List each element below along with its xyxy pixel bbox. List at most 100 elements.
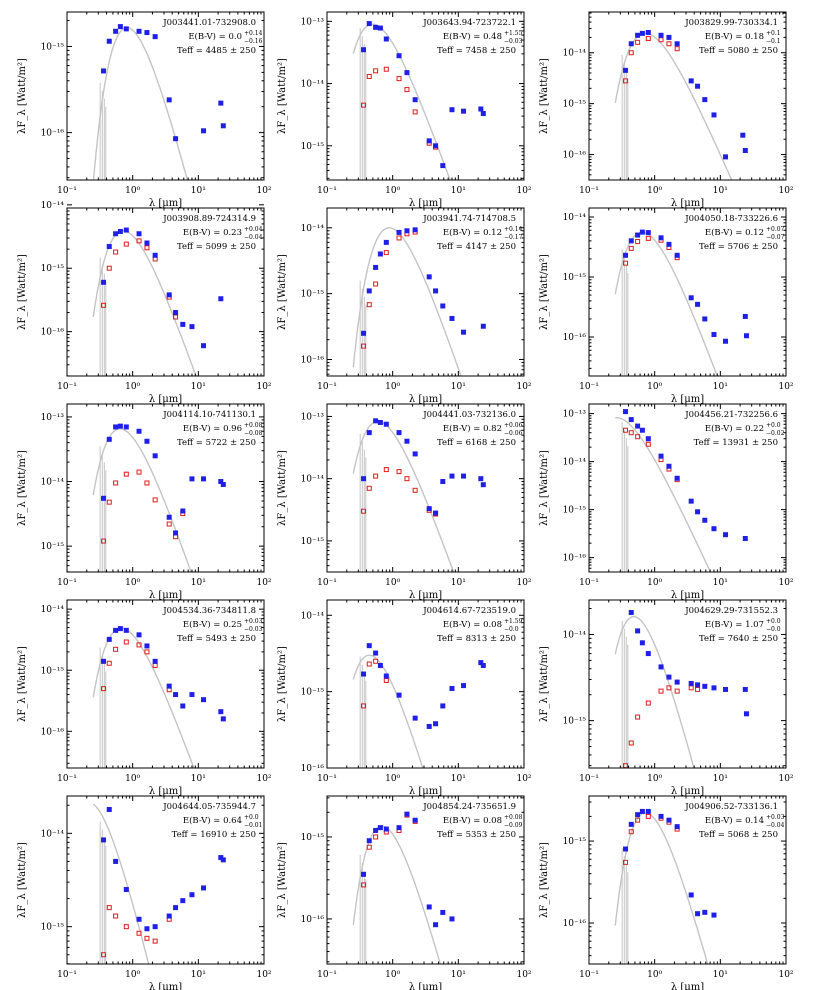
observed-point [373, 418, 379, 424]
observed-point [404, 811, 410, 817]
dereddened-point [361, 508, 367, 514]
observed-point [366, 430, 372, 436]
x-tick-label: 10² [778, 774, 793, 784]
observed-point [674, 679, 680, 685]
observed-point [702, 909, 708, 915]
observed-point [645, 29, 651, 35]
y-tick-label: 10⁻¹⁶ [301, 915, 325, 925]
x-tick-label: 10⁰ [125, 970, 140, 980]
observed-point [396, 825, 402, 831]
observed-point [723, 338, 729, 344]
observed-point [461, 473, 467, 479]
y-tick-label: 10⁻¹⁵ [563, 837, 587, 847]
observed-point [702, 97, 708, 103]
dereddened-point [136, 642, 142, 648]
observed-point [480, 482, 486, 488]
x-tick-label: 10⁻¹ [317, 578, 337, 588]
extinction-upper-error: +0.14 [244, 30, 263, 37]
observed-point [666, 463, 672, 469]
observed-point [623, 67, 629, 73]
extinction-label: E(B-V) = 0.12 [443, 227, 502, 238]
x-tick-label: 10² [516, 774, 531, 784]
dereddened-point [404, 87, 410, 93]
observed-point [658, 453, 664, 459]
observed-point [695, 83, 701, 89]
x-tick-label: 10⁰ [647, 578, 662, 588]
observed-point [101, 279, 107, 285]
y-tick-label: 10⁻¹⁵ [563, 273, 587, 283]
x-tick-label: 10¹ [191, 970, 206, 980]
dereddened-point [113, 913, 119, 919]
x-tick-label: 10² [778, 970, 793, 980]
dereddened-point [106, 905, 112, 911]
star-id: J004114.10-741130.1 [162, 410, 256, 420]
model-spectrum [352, 23, 451, 180]
dereddened-point [658, 688, 664, 694]
observed-point [361, 476, 367, 482]
x-tick-label: 10⁻¹ [579, 970, 599, 980]
observed-point [152, 34, 158, 40]
observed-point [383, 239, 389, 245]
x-axis-label: λ [μm] [409, 590, 442, 601]
x-tick-label: 10⁰ [385, 578, 400, 588]
observed-point [377, 251, 383, 257]
x-tick-label: 10⁰ [385, 186, 400, 196]
dereddened-point [152, 938, 158, 944]
observed-point [639, 30, 645, 36]
model-spectrum [92, 428, 192, 572]
observed-point [383, 673, 389, 679]
observed-point [220, 857, 226, 863]
dereddened-point [635, 39, 641, 45]
observed-point [635, 32, 641, 38]
observed-point [152, 658, 158, 664]
star-id: J004629.29-731552.3 [684, 606, 778, 616]
observed-point [695, 911, 701, 917]
observed-point [136, 231, 142, 237]
observed-point [723, 686, 729, 692]
observed-point [201, 476, 207, 482]
x-tick-label: 10⁰ [647, 382, 662, 392]
x-axis-label: λ [μm] [409, 394, 442, 405]
x-tick-label: 10² [778, 578, 793, 588]
extinction-lower-error: −0.09 [504, 822, 523, 829]
observed-point [189, 692, 195, 698]
x-axis-label: λ [μm] [671, 394, 704, 405]
observed-point [180, 898, 186, 904]
extinction-lower-error: −0.04 [244, 234, 263, 241]
sed-panel-5: 10⁻¹ 10⁰ 10¹ 10² 10⁻¹⁶ 10⁻¹⁵ 10⁻¹⁴ λ [μm] λF_λ [… [277, 207, 532, 405]
observed-point [674, 824, 680, 830]
x-tick-label: 10² [778, 382, 793, 392]
y-tick-label: 10⁻¹⁶ [301, 764, 325, 774]
x-tick-label: 10⁰ [385, 382, 400, 392]
observed-point [623, 409, 629, 415]
observed-point [173, 136, 179, 142]
y-tick-label: 10⁻¹⁴ [41, 829, 65, 839]
observed-point [361, 330, 367, 336]
dereddened-point [412, 487, 418, 493]
observed-point [218, 479, 224, 485]
star-id: J004906.52-733136.1 [684, 802, 778, 812]
extinction-label: E(B-V) = 0.22 [705, 423, 764, 434]
dereddened-point [166, 521, 172, 527]
observed-point [711, 526, 717, 532]
observed-point [201, 343, 207, 349]
observed-point [412, 817, 418, 823]
dereddened-point [666, 41, 672, 47]
y-tick-label: 10⁻¹⁶ [41, 328, 65, 338]
extinction-label: E(B-V) = 0.23 [183, 227, 242, 238]
y-tick-label: 10⁻¹³ [41, 413, 65, 423]
observed-point [412, 227, 418, 233]
y-axis-label: λF_λ [Watt/m²] [539, 842, 550, 918]
extinction-label: E(B-V) = 0.48 [443, 31, 502, 42]
dereddened-point [366, 661, 372, 667]
extinction-label: E(B-V) = 0.08 [443, 619, 502, 630]
model-spectrum [92, 26, 189, 180]
observed-point [377, 25, 383, 31]
dereddened-point [645, 36, 651, 42]
model-curve [614, 812, 709, 964]
dereddened-point [623, 78, 629, 84]
x-tick-label: 10¹ [451, 578, 466, 588]
observed-point [666, 241, 672, 247]
observed-point [117, 228, 123, 234]
observed-point [635, 232, 641, 238]
